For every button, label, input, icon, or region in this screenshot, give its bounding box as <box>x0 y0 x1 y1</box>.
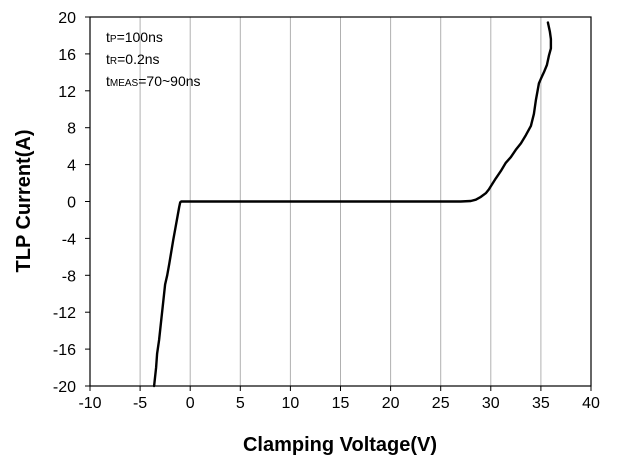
x-tick-label: 40 <box>582 395 600 412</box>
y-tick-label: 4 <box>67 158 76 175</box>
x-tick-label: 35 <box>532 395 550 412</box>
x-tick-label: 5 <box>236 395 245 412</box>
x-tick-label: 0 <box>186 395 195 412</box>
annotation-line: tR=0.2ns <box>106 51 160 67</box>
x-tick-label: -10 <box>78 395 101 412</box>
y-tick-label: -12 <box>53 305 76 322</box>
y-tick-label: 20 <box>58 10 76 27</box>
annotation-line: tP=100ns <box>106 29 163 45</box>
y-tick-label: 0 <box>67 195 76 212</box>
y-tick-label: 8 <box>67 121 76 138</box>
x-tick-label: -5 <box>133 395 147 412</box>
x-tick-label: 25 <box>432 395 450 412</box>
x-tick-label: 20 <box>382 395 400 412</box>
series-layer <box>152 21 553 388</box>
tick-layer: -10 -5 0 5 10 15 20 25 30 35 40201612840-4-8-12-16… <box>53 10 600 412</box>
y-tick-label: -20 <box>53 379 76 396</box>
x-tick-label: 15 <box>332 395 350 412</box>
y-tick-label: 16 <box>58 47 76 64</box>
y-tick-label: -4 <box>62 231 76 248</box>
y-tick-label: 12 <box>58 84 76 101</box>
x-tick-label: 10 <box>282 395 300 412</box>
y-tick-label: -8 <box>62 268 76 285</box>
annotation-box: tP=100ns tR=0.2ns tMEAS=70~90ns <box>106 29 201 89</box>
y-axis-title: TLP Current(A) <box>13 130 35 273</box>
x-axis-title: Clamping Voltage(V) <box>243 434 437 456</box>
annotation-line: tMEAS=70~90ns <box>106 73 201 89</box>
x-tick-label: 30 <box>482 395 500 412</box>
y-tick-label: -16 <box>53 342 76 359</box>
series-line <box>152 21 553 388</box>
